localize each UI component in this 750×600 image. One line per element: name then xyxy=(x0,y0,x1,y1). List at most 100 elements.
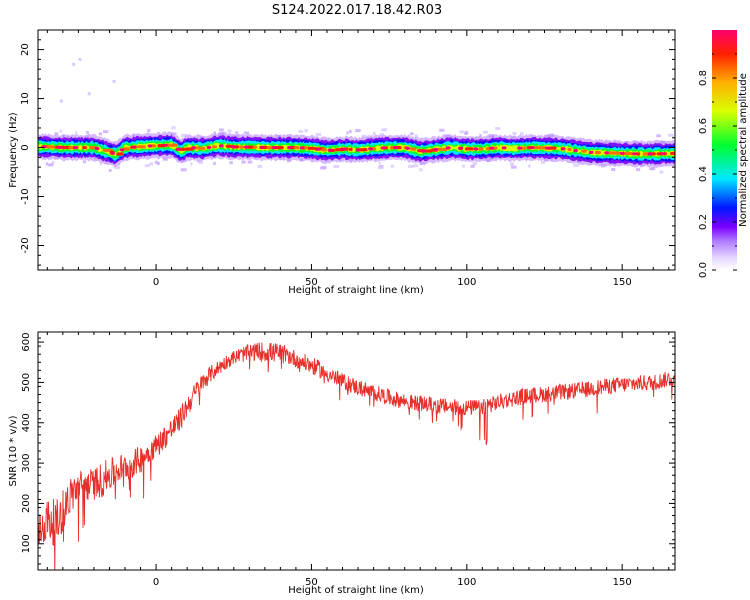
spectrogram-peak-point xyxy=(72,146,78,150)
spectrogram-peak-dash xyxy=(116,152,124,156)
spectrogram-halo-speck xyxy=(227,129,232,133)
spectrogram-peak-point xyxy=(473,147,479,151)
spectrogram-peak-point xyxy=(573,148,578,153)
spectrogram-frame xyxy=(37,29,676,271)
spectrogram-halo-speck xyxy=(656,134,661,138)
spectrogram-peak-point xyxy=(94,146,100,151)
colorbar: 0.0 0.2 0.4 0.6 0.8 Normalized spectral ampl… xyxy=(698,30,749,278)
spectrogram-halo-speck xyxy=(235,131,239,135)
spectrogram-halo-speck xyxy=(346,131,349,135)
spectrogram-x-tick-label: 0 xyxy=(153,277,159,288)
spectrogram-halo-speck xyxy=(149,162,153,166)
spectrogram-peak-point xyxy=(619,151,625,155)
spectrogram-peak-point xyxy=(632,152,637,156)
spectrogram-peak-dash xyxy=(123,147,131,151)
spectrogram-halo-speck xyxy=(257,165,263,169)
spectrogram-peak-dash xyxy=(239,145,244,149)
snr-y-tick-label: 600 xyxy=(21,333,32,352)
spectrogram-peak-point xyxy=(315,147,321,151)
spectrogram-peak-point xyxy=(433,147,439,152)
spectrogram-halo-speck xyxy=(86,131,89,135)
spectrogram-peak-point xyxy=(110,151,115,155)
spectrogram-halo-speck xyxy=(213,131,216,135)
spectrogram-y-tick-label: 20 xyxy=(20,43,31,56)
snr-x-tick-label: 150 xyxy=(613,577,632,588)
spectrogram-peak-point xyxy=(191,146,196,150)
spectrogram-halo-speck xyxy=(320,166,326,170)
spectrogram-halo-speck xyxy=(198,161,204,165)
spectrogram-halo-speck xyxy=(229,161,233,165)
spectrogram-y-tick-label: 0 xyxy=(20,144,31,150)
spectrogram-halo-speck xyxy=(668,133,674,137)
spectrogram-halo-speck xyxy=(219,128,224,132)
spectrogram-halo-speck xyxy=(51,160,55,164)
figure-title: S124.2022.017.18.42.R03 xyxy=(272,3,442,18)
spectrogram-halo-speck xyxy=(75,131,78,135)
spectrogram-peak-point xyxy=(218,144,224,148)
spectrogram-peak-dash xyxy=(362,148,368,152)
spectrogram-halo-speck xyxy=(154,160,158,164)
spectrogram-peak-point xyxy=(355,148,361,152)
spectrogram-halo-speck xyxy=(82,160,87,164)
spectrogram-peak-dash xyxy=(608,151,618,155)
spectrogram-halo-speck xyxy=(47,163,54,167)
spectrogram-peak-point xyxy=(604,151,609,155)
spectrogram-halo-speck xyxy=(573,163,579,167)
spectrogram-artifact xyxy=(112,79,116,83)
spectrogram-peak-point xyxy=(392,146,398,150)
snr-y-tick-label: 300 xyxy=(21,454,32,473)
spectrogram-halo-speck xyxy=(472,162,477,165)
spectrogram-halo-speck xyxy=(355,129,361,133)
spectrogram-peak-point xyxy=(529,146,535,150)
snr-plot-area xyxy=(38,342,675,570)
spectrogram-peak-point xyxy=(445,146,451,150)
colorbar-label: Normalized spectral amplitude xyxy=(738,73,749,227)
spectrogram-x-tick-label: 150 xyxy=(613,277,632,288)
spectrogram-halo-speck xyxy=(415,136,420,140)
colorbar-tick-label: 0.0 xyxy=(698,262,709,278)
spectrogram-peak-point xyxy=(517,146,522,150)
spectrogram-peak-point xyxy=(647,152,653,156)
spectrogram-peak-point xyxy=(299,146,305,150)
spectrogram-peak-point xyxy=(271,146,277,150)
spectrogram-peak-dash xyxy=(47,145,55,149)
spectrogram-halo-speck xyxy=(171,132,177,136)
spectrogram-halo-speck xyxy=(462,164,465,168)
spectrogram-halo-speck xyxy=(333,165,340,168)
spectrogram-peak-point xyxy=(243,145,249,149)
spectrogram-peak-dash xyxy=(567,147,572,152)
spectrogram-halo-speck xyxy=(381,128,387,132)
snr-y-tick-label: 400 xyxy=(21,413,32,432)
spectrogram-peak-dash xyxy=(348,147,353,151)
snr-y-tick-label: 100 xyxy=(21,534,32,553)
spectrogram-peak-dash xyxy=(635,152,641,156)
snr-x-tick-label: 100 xyxy=(457,577,476,588)
spectrogram-halo-speck xyxy=(98,132,103,136)
spectrogram-halo-speck xyxy=(144,164,150,168)
spectrogram-peak-dash xyxy=(253,145,258,149)
spectrogram-halo-speck xyxy=(378,161,381,165)
spectrogram-peak-dash xyxy=(410,147,417,151)
spectrogram-halo-speck xyxy=(221,131,227,135)
spectrogram-halo-speck xyxy=(114,166,121,169)
spectrogram-peak-dash xyxy=(82,146,87,150)
snr-frame xyxy=(37,331,676,571)
spectrogram-halo-speck xyxy=(348,130,352,134)
spectrogram-halo-speck xyxy=(156,162,160,165)
spectrogram-halo-speck xyxy=(649,167,654,171)
spectrogram-halo-speck xyxy=(45,162,48,166)
spectrogram-halo-speck xyxy=(659,170,664,174)
spectrogram-halo-speck xyxy=(489,134,495,138)
colorbar-tick-label: 0.4 xyxy=(698,166,709,182)
spectrogram-x-tick-label: 100 xyxy=(457,277,476,288)
spectrogram-y-tick-label: -20 xyxy=(20,237,31,253)
colorbar-tick-label: 0.2 xyxy=(698,214,709,230)
spectrogram-halo-speck xyxy=(540,160,546,164)
spectrogram-halo-speck xyxy=(304,129,309,133)
spectrogram-peak-dash xyxy=(437,147,448,151)
spectrogram-halo-speck xyxy=(459,130,464,134)
spectrogram-peak-dash xyxy=(136,145,146,149)
spectrogram-peak-dash xyxy=(61,145,71,150)
spectrogram-halo-speck xyxy=(372,131,376,135)
